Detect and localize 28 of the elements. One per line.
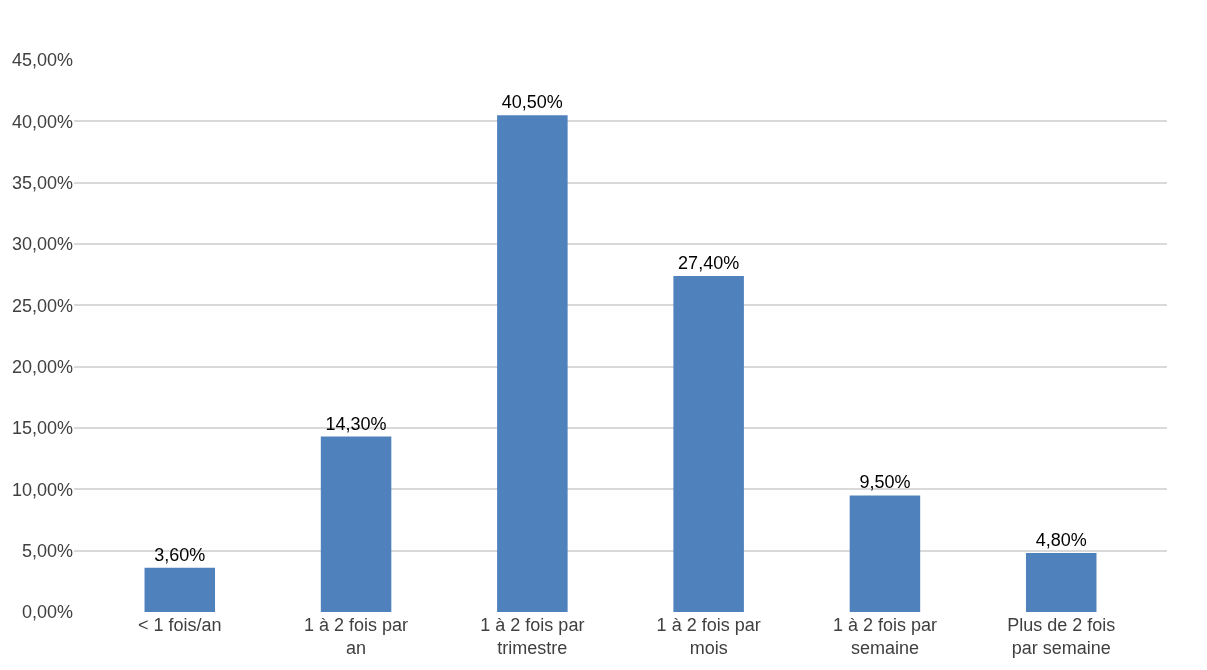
y-tick-label: 40,00%: [11, 111, 73, 132]
x-tick-label: 1 à 2 fois par mois: [656, 615, 761, 659]
y-tick-label: 15,00%: [11, 418, 73, 439]
data-label: 40,50%: [501, 92, 563, 113]
y-tick-label: 30,00%: [11, 234, 73, 255]
x-tick-label: < 1 fois/an: [137, 615, 222, 635]
data-label: 9,50%: [859, 472, 911, 493]
y-tick-label: 25,00%: [11, 295, 73, 316]
x-tick-label: 1 à 2 fois par semaine: [832, 615, 937, 659]
bar: [497, 115, 568, 612]
y-tick-label: 35,00%: [11, 172, 73, 193]
x-tick-label: Plus de 2 fois par semaine: [1007, 615, 1116, 659]
data-label: 4,80%: [1035, 530, 1087, 551]
y-tick-label: 45,00%: [11, 50, 73, 71]
bar: [849, 495, 921, 612]
bar: [320, 436, 392, 612]
y-tick-label: 5,00%: [21, 540, 73, 561]
bar: [673, 275, 744, 612]
y-tick-label: 10,00%: [11, 479, 73, 500]
bar: [1025, 553, 1097, 612]
y-tick-label: 0,00%: [21, 602, 73, 623]
x-tick-label: 1 à 2 fois par trimestre: [480, 615, 585, 659]
x-tick-label: 1 à 2 fois par an: [304, 615, 409, 659]
y-tick-label: 20,00%: [11, 356, 73, 377]
data-label: 3,60%: [154, 544, 206, 565]
data-label: 14,30%: [325, 413, 387, 434]
data-label: 27,40%: [678, 252, 740, 273]
bar: [144, 567, 216, 612]
